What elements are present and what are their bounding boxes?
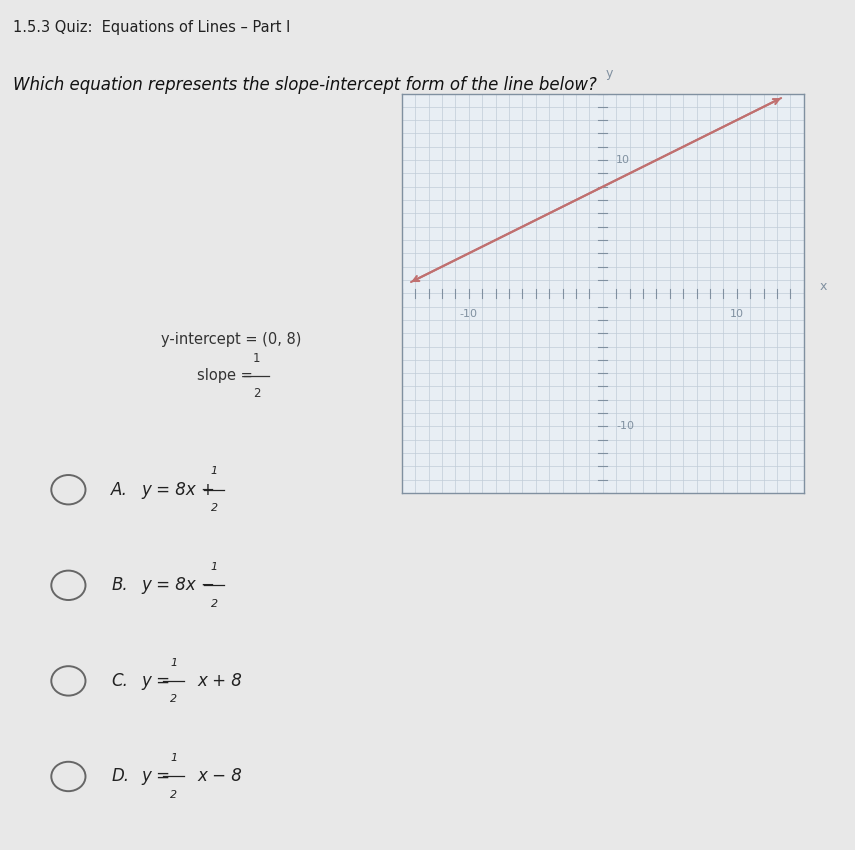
Text: 1: 1	[253, 352, 260, 365]
Text: A.: A.	[111, 481, 128, 499]
Text: y =: y =	[141, 672, 175, 690]
Text: 1.5.3 Quiz:  Equations of Lines – Part I: 1.5.3 Quiz: Equations of Lines – Part I	[13, 20, 290, 35]
Text: 10: 10	[616, 155, 630, 165]
Text: 2: 2	[253, 387, 260, 399]
Text: y =: y =	[141, 768, 175, 785]
Text: C.: C.	[111, 672, 128, 690]
Text: slope =: slope =	[197, 368, 257, 383]
Text: 2: 2	[170, 790, 177, 800]
Text: 1: 1	[170, 658, 177, 667]
Text: y: y	[606, 67, 613, 80]
Text: -10: -10	[460, 309, 478, 320]
Text: 2: 2	[210, 598, 218, 609]
Text: x + 8: x + 8	[198, 672, 242, 690]
Text: -10: -10	[616, 422, 634, 432]
Text: y-intercept = (0, 8): y-intercept = (0, 8)	[161, 332, 301, 347]
Text: 2: 2	[170, 694, 177, 704]
Text: y = 8x −: y = 8x −	[141, 576, 221, 594]
Text: Which equation represents the slope-intercept form of the line below?: Which equation represents the slope-inte…	[13, 76, 597, 94]
Text: 1: 1	[210, 467, 218, 477]
Text: 10: 10	[729, 309, 744, 320]
Text: 2: 2	[210, 503, 218, 513]
Text: y = 8x +: y = 8x +	[141, 481, 221, 499]
Text: 1: 1	[170, 753, 177, 763]
Text: 1: 1	[210, 562, 218, 572]
Text: x − 8: x − 8	[198, 768, 242, 785]
Text: x: x	[820, 280, 828, 293]
Text: D.: D.	[111, 768, 129, 785]
Text: B.: B.	[111, 576, 127, 594]
